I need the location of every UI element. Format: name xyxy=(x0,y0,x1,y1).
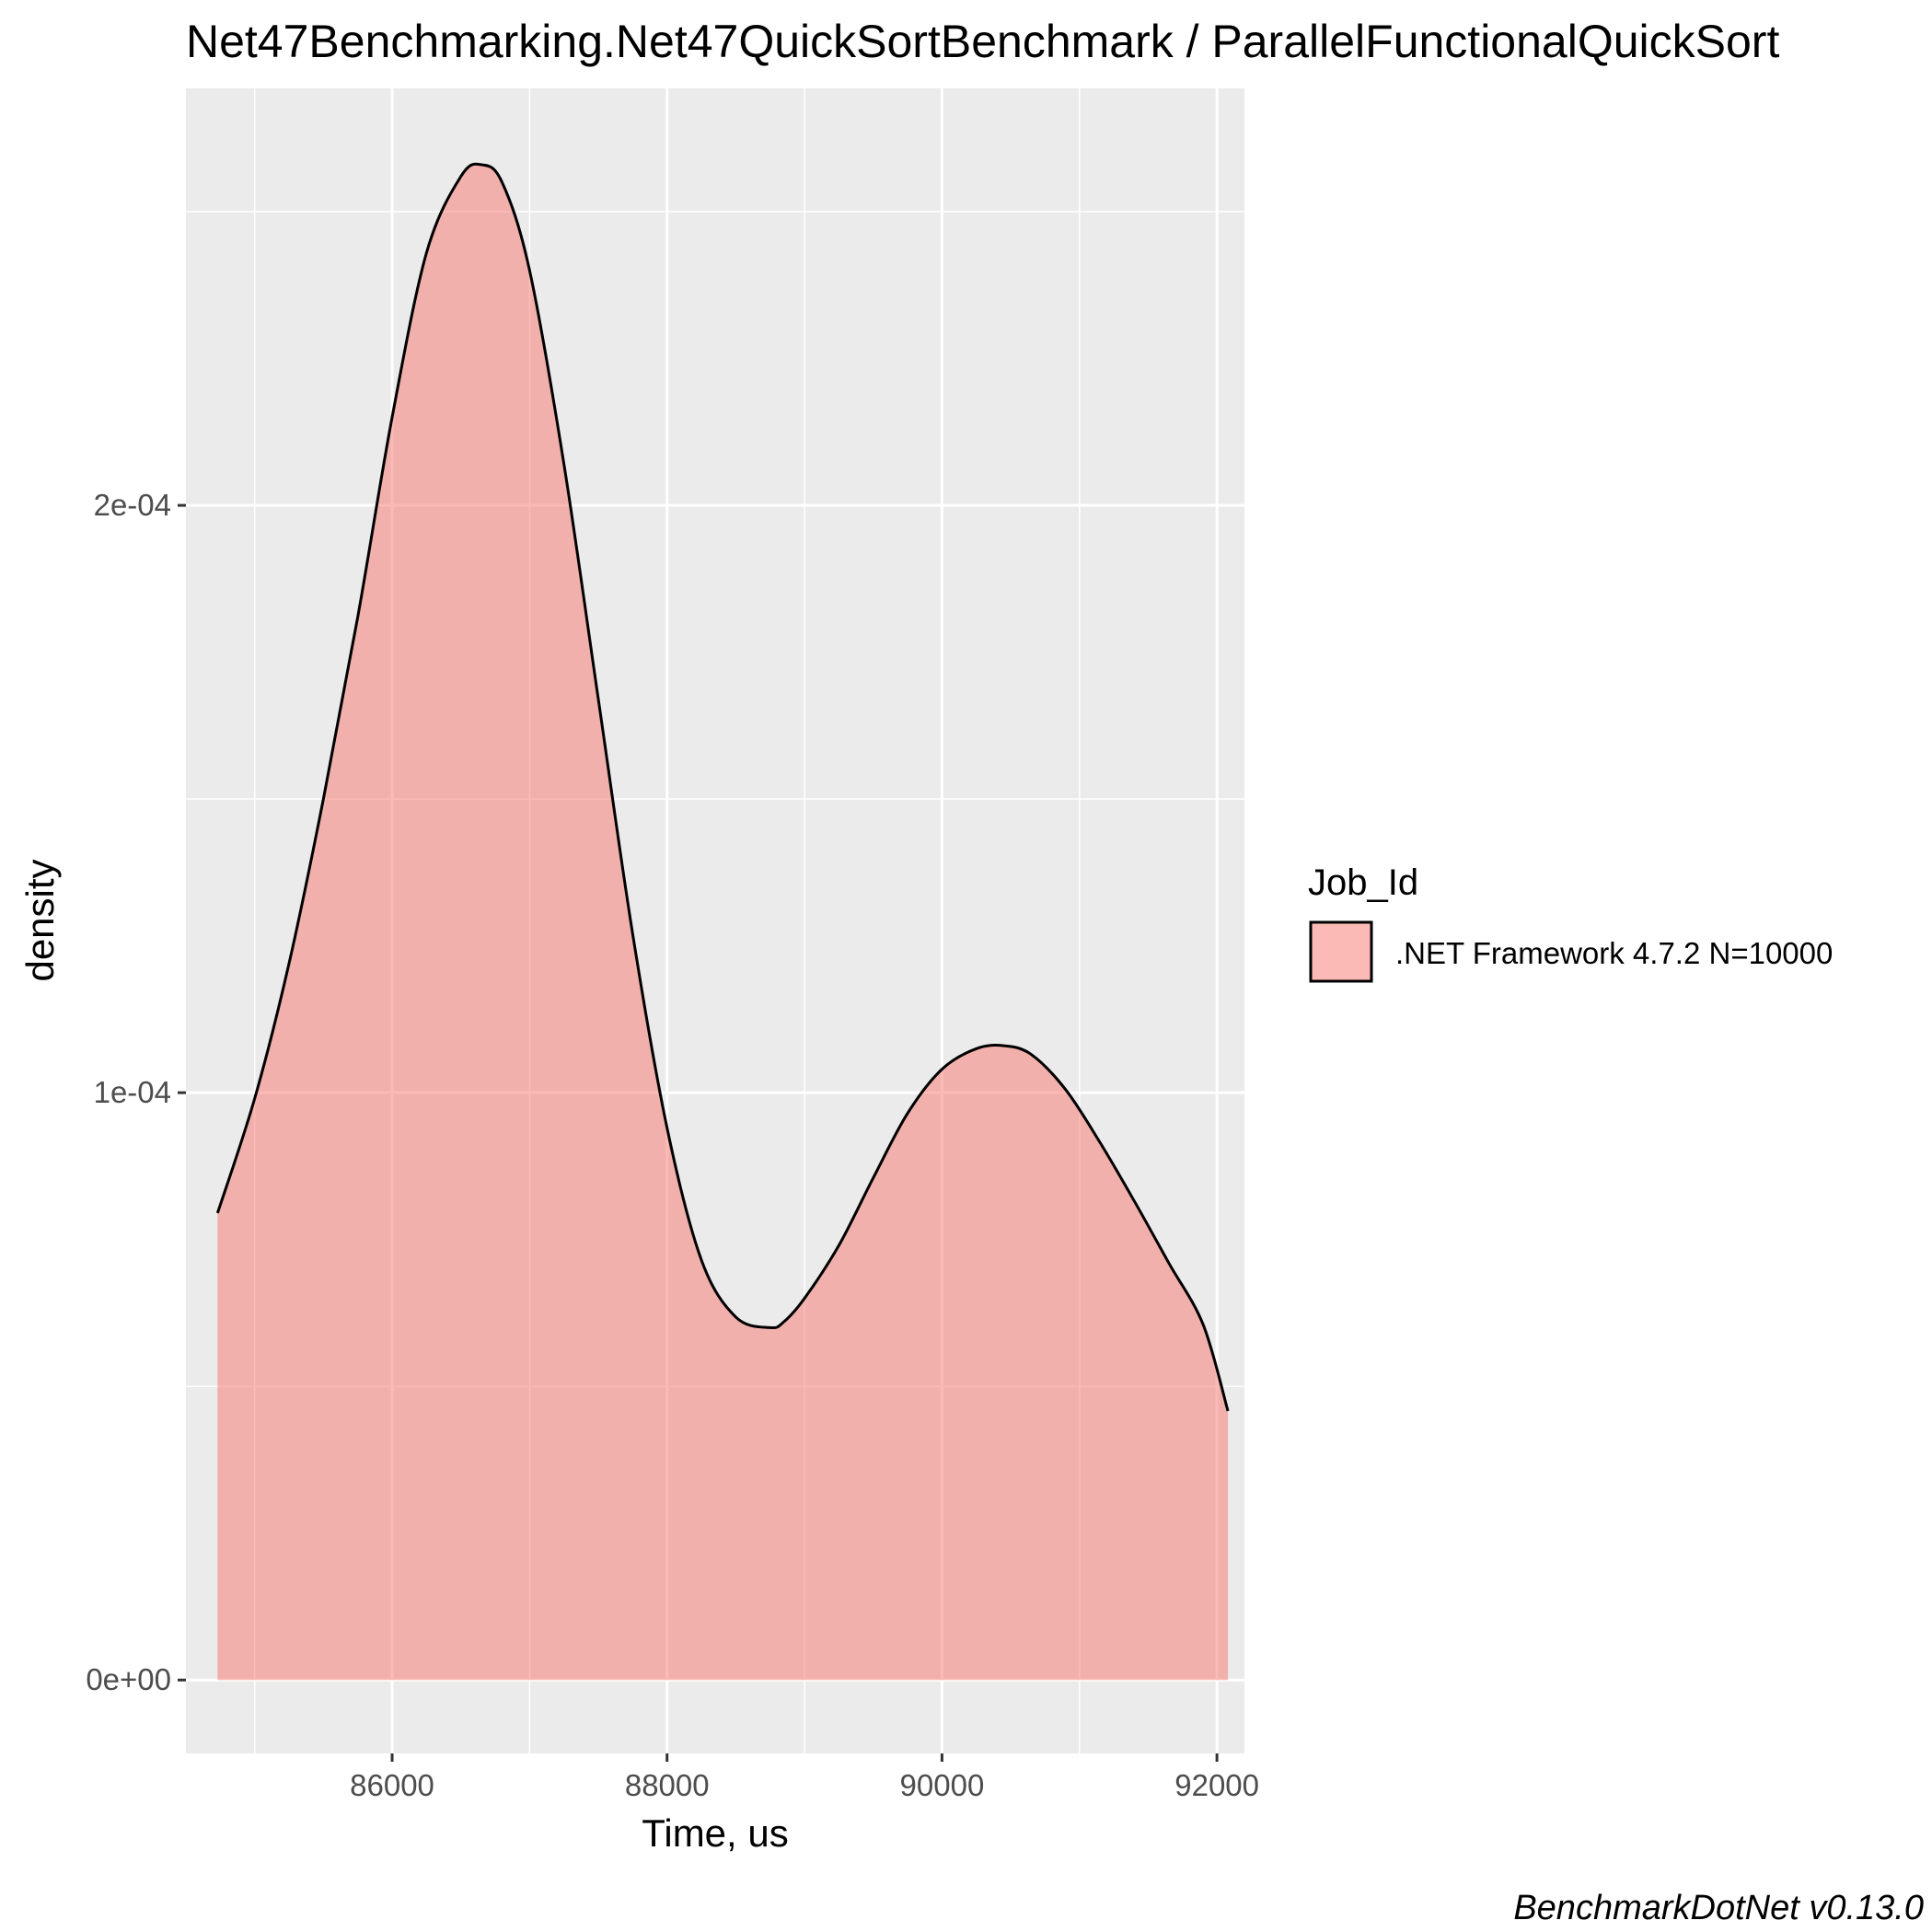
density-area xyxy=(217,164,1229,1681)
y-tick-label: 0e+00 xyxy=(86,1662,171,1696)
y-tick-label: 1e-04 xyxy=(94,1075,171,1109)
x-tick-label: 92000 xyxy=(1174,1768,1259,1802)
y-axis: 0e+00 1e-04 2e-04 xyxy=(86,488,186,1696)
legend-label: .NET Framework 4.7.2 N=10000 xyxy=(1395,936,1833,970)
x-axis: 86000 88000 90000 92000 xyxy=(350,1753,1259,1802)
legend-key xyxy=(1309,920,1373,983)
legend-title: Job_Id xyxy=(1308,862,1418,903)
x-tick-label: 88000 xyxy=(625,1768,710,1802)
x-tick-label: 90000 xyxy=(900,1768,985,1802)
chart-title: Net47Benchmarking.Net47QuickSortBenchmar… xyxy=(186,16,1779,67)
x-tick-label: 86000 xyxy=(350,1768,434,1802)
y-tick-label: 2e-04 xyxy=(94,488,171,522)
x-axis-title: Time, us xyxy=(642,1811,788,1855)
legend: Job_Id .NET Framework 4.7.2 N=10000 xyxy=(1308,862,1833,983)
density-curve xyxy=(215,162,1230,1412)
density-layer xyxy=(215,162,1230,1681)
caption: BenchmarkDotNet v0.13.0 xyxy=(1513,1889,1924,1927)
y-axis-title: density xyxy=(18,859,62,981)
